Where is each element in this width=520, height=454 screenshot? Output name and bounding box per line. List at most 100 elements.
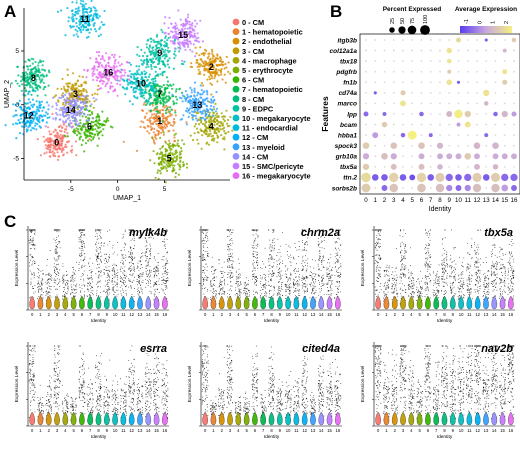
violin-point xyxy=(120,281,122,283)
violin-point xyxy=(117,282,118,284)
violin-point xyxy=(29,239,31,241)
umap-point xyxy=(46,126,50,129)
violin-point xyxy=(125,256,127,258)
violin-point xyxy=(32,256,34,258)
violin-point xyxy=(70,297,72,299)
violin-point xyxy=(161,273,163,275)
violin-point xyxy=(66,287,68,289)
panel-a-letter: A xyxy=(4,2,17,21)
violin-point xyxy=(56,274,58,276)
violin-point xyxy=(34,244,36,246)
violin-point xyxy=(213,290,215,292)
violin-point xyxy=(101,237,102,239)
violin-point xyxy=(81,264,83,266)
violin-point xyxy=(56,246,58,248)
violin-point xyxy=(75,295,76,297)
violin-point xyxy=(57,244,58,246)
violin-point xyxy=(100,232,102,234)
violin-point xyxy=(81,243,83,245)
violin-x-tick-label: 1 xyxy=(39,312,42,317)
violin-point xyxy=(48,274,50,276)
violin-point xyxy=(109,271,111,272)
violin-point xyxy=(78,238,80,240)
violin-point xyxy=(140,272,142,274)
violin-point xyxy=(57,271,58,273)
violin-point xyxy=(49,292,51,294)
violin-point xyxy=(81,233,83,235)
violin-point xyxy=(213,269,215,271)
violin-point xyxy=(122,263,124,265)
violin-point xyxy=(53,278,55,280)
violin-point xyxy=(154,289,155,291)
violin-point xyxy=(112,287,114,289)
violin-point xyxy=(104,268,105,270)
violin-point xyxy=(122,254,124,256)
violin-point xyxy=(206,279,208,281)
violin-point xyxy=(163,273,165,275)
violin-point xyxy=(80,255,82,257)
umap-point xyxy=(55,148,59,151)
violin-point xyxy=(82,229,84,231)
violin-point xyxy=(165,286,167,288)
violin-point xyxy=(101,255,103,257)
violin-point xyxy=(64,279,66,281)
violin-point xyxy=(105,253,107,255)
violin-point xyxy=(50,286,52,288)
violin-point xyxy=(37,298,38,300)
violin-point xyxy=(45,281,47,283)
violin-point xyxy=(101,241,102,243)
violin-point xyxy=(100,229,102,231)
violin-point xyxy=(130,255,132,257)
violin-point xyxy=(122,283,124,285)
violin-point xyxy=(137,274,139,276)
violin-point xyxy=(140,288,142,290)
violin-point xyxy=(165,288,167,290)
violin-point xyxy=(81,229,83,231)
violin-point xyxy=(149,269,151,271)
violin-point xyxy=(55,260,57,262)
violin-point xyxy=(139,281,140,283)
violin-point xyxy=(161,284,163,286)
violin-point xyxy=(104,262,106,264)
violin-point xyxy=(154,259,156,261)
violin-point xyxy=(167,269,169,270)
violin-point xyxy=(134,301,136,303)
violin-point xyxy=(153,284,155,286)
violin-body xyxy=(95,295,102,310)
violin-point xyxy=(129,270,131,272)
violin-point xyxy=(203,257,205,259)
violin-point xyxy=(137,275,139,277)
violin-point xyxy=(148,273,150,275)
violin-point xyxy=(95,259,97,261)
violin-point xyxy=(212,266,214,268)
violin-point xyxy=(65,284,67,286)
umap-point xyxy=(65,125,68,128)
violin-point xyxy=(147,265,149,267)
violin-point xyxy=(136,288,138,290)
violin-point xyxy=(92,294,94,296)
violin-point xyxy=(103,253,105,255)
violin-point xyxy=(153,267,155,269)
violin-point xyxy=(105,292,106,294)
umap-point xyxy=(57,155,60,158)
violin-point xyxy=(88,278,90,279)
violin-point xyxy=(210,296,212,298)
violin-point xyxy=(148,278,150,280)
violin-point xyxy=(119,286,121,288)
violin-point xyxy=(206,231,208,233)
violin-point xyxy=(108,286,110,287)
violin-point xyxy=(125,254,126,256)
violin-point xyxy=(123,284,125,286)
violin-point xyxy=(67,289,69,291)
violin-point xyxy=(117,277,119,279)
violin-point xyxy=(158,283,160,285)
violin-point xyxy=(30,278,32,280)
umap-point xyxy=(88,138,91,141)
violin-point xyxy=(67,282,69,284)
violin-point xyxy=(78,247,80,249)
violin-point xyxy=(33,259,35,261)
violin-point xyxy=(83,280,85,282)
violin-point xyxy=(161,288,163,290)
violin-point xyxy=(96,267,98,269)
violin-point xyxy=(162,289,164,291)
